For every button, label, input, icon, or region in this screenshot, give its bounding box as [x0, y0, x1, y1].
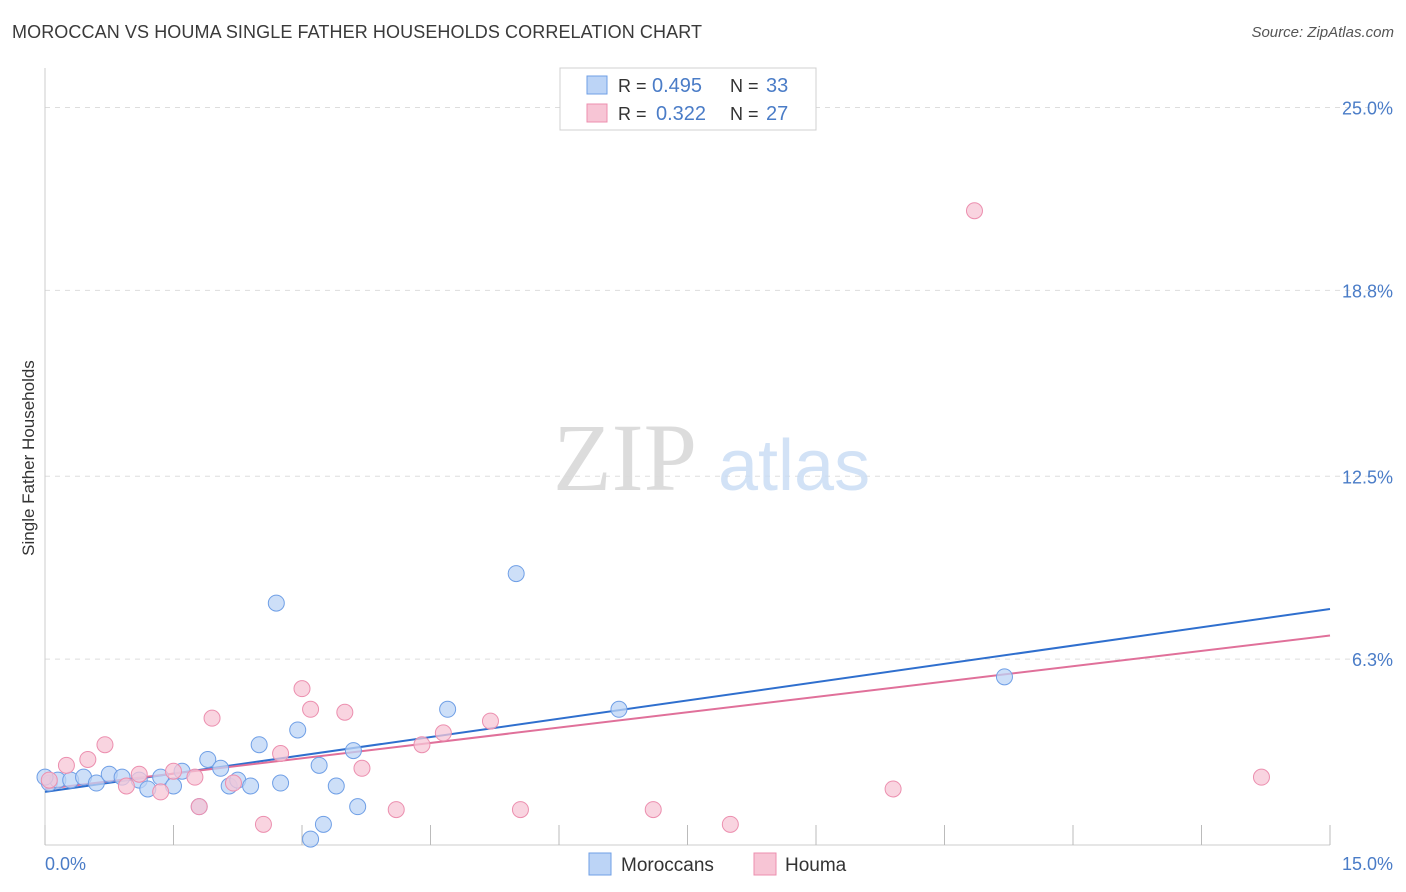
houma-point: [511, 801, 529, 819]
houma-point: [190, 798, 208, 816]
moroccan-point: [87, 774, 105, 792]
moroccan-point: [289, 721, 307, 739]
houma-point: [79, 750, 97, 768]
moroccan-point: [310, 756, 328, 774]
moroccan-point: [349, 798, 367, 816]
moroccan-point: [327, 777, 345, 795]
houma-point: [481, 712, 499, 730]
houma-point: [40, 771, 58, 789]
y-tick-label: 6.3%: [1352, 650, 1393, 670]
moroccan-trend-line: [44, 608, 1331, 793]
legend-blue-swatch: [586, 75, 608, 95]
points-layer: [36, 202, 1270, 848]
legend-r-label-1: R =: [618, 76, 647, 96]
bottom-legend-pink-swatch: [753, 852, 777, 876]
houma-point: [884, 780, 902, 798]
houma-point: [152, 783, 170, 801]
houma-point: [353, 759, 371, 777]
moroccan-point: [242, 777, 260, 795]
source-label: Source: ZipAtlas.com: [1251, 24, 1394, 41]
houma-point: [1252, 768, 1270, 786]
houma-point: [130, 765, 148, 783]
houma-point: [57, 756, 75, 774]
bottom-legend: Moroccans Houma: [588, 852, 847, 876]
axis-layer: 6.3% 12.5% 18.8% 25.0% 0.0% 15.0%: [44, 68, 1393, 874]
moroccan-point: [314, 815, 332, 833]
houma-point: [965, 202, 983, 220]
moroccan-point: [250, 736, 268, 754]
legend-n-value-2: 27: [766, 103, 788, 125]
legend-pink-swatch: [586, 103, 608, 123]
houma-point: [117, 777, 135, 795]
watermark-zip: ZIP: [553, 404, 697, 511]
houma-point: [293, 680, 311, 698]
houma-point: [96, 736, 114, 754]
y-tick-label: 18.8%: [1342, 281, 1393, 301]
trend-layer: [44, 608, 1331, 793]
grid-layer: [45, 107, 1370, 660]
moroccan-point: [272, 774, 290, 792]
bottom-legend-houma: Houma: [785, 855, 847, 876]
moroccan-point: [507, 565, 525, 583]
houma-point: [336, 703, 354, 721]
legend-r-value-2: 0.322: [656, 103, 706, 125]
legend-n-label-2: N =: [730, 104, 759, 124]
houma-point: [224, 774, 242, 792]
houma-point: [434, 724, 452, 742]
chart-title: MOROCCAN VS HOUMA SINGLE FATHER HOUSEHOL…: [12, 22, 703, 42]
legend-n-label-1: N =: [730, 76, 759, 96]
houma-point: [203, 709, 221, 727]
moroccan-point: [212, 759, 230, 777]
legend-n-value-1: 33: [766, 75, 788, 97]
moroccan-point: [302, 830, 320, 848]
bottom-legend-moroccans: Moroccans: [621, 855, 714, 876]
houma-point: [644, 801, 662, 819]
moroccan-point: [610, 700, 628, 718]
moroccan-point: [344, 742, 362, 760]
houma-point: [302, 700, 320, 718]
houma-point: [272, 745, 290, 763]
legend-r-label-2: R =: [618, 104, 647, 124]
moroccan-point: [995, 668, 1013, 686]
moroccan-point: [199, 750, 217, 768]
bottom-legend-blue-swatch: [588, 852, 612, 876]
houma-point: [721, 815, 739, 833]
moroccan-point: [439, 700, 457, 718]
legend: R = 0.495 N = 33 R = 0.322 N = 27: [559, 67, 817, 131]
x-tick-label-max: 15.0%: [1342, 854, 1393, 874]
moroccan-point: [267, 594, 285, 612]
houma-point: [165, 762, 182, 780]
houma-point: [254, 815, 272, 833]
y-tick-label: 25.0%: [1342, 99, 1393, 119]
houma-point: [186, 768, 204, 786]
legend-r-value-1: 0.495: [652, 75, 702, 97]
y-axis-label: Single Father Households: [19, 360, 38, 556]
houma-point: [387, 801, 405, 819]
houma-trend-line: [44, 634, 1331, 790]
x-tick-label-min: 0.0%: [45, 854, 86, 874]
y-tick-label: 12.5%: [1342, 467, 1393, 487]
watermark-atlas: atlas: [718, 426, 870, 506]
houma-point: [413, 736, 431, 754]
